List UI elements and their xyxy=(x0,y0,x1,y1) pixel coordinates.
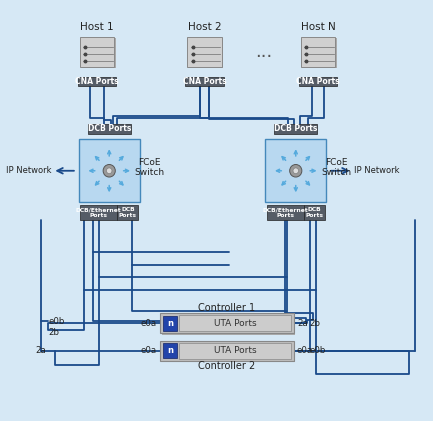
FancyBboxPatch shape xyxy=(265,139,326,202)
Text: n: n xyxy=(167,319,173,328)
Text: n: n xyxy=(167,346,173,355)
Text: DCB Ports: DCB Ports xyxy=(87,125,131,133)
FancyBboxPatch shape xyxy=(299,77,337,86)
Text: e0a: e0a xyxy=(141,319,157,328)
Circle shape xyxy=(107,168,112,173)
FancyBboxPatch shape xyxy=(304,205,325,220)
Circle shape xyxy=(293,168,298,173)
FancyBboxPatch shape xyxy=(301,37,335,67)
FancyBboxPatch shape xyxy=(163,316,177,330)
Text: e0a: e0a xyxy=(297,346,313,355)
Text: 2a: 2a xyxy=(297,319,308,328)
Text: 2b: 2b xyxy=(309,319,320,328)
FancyBboxPatch shape xyxy=(160,341,294,361)
FancyBboxPatch shape xyxy=(179,315,291,331)
Text: Host 1: Host 1 xyxy=(80,22,114,32)
FancyBboxPatch shape xyxy=(79,139,139,202)
Text: CNA Ports: CNA Ports xyxy=(75,77,119,86)
Text: Controller 1: Controller 1 xyxy=(198,303,255,313)
Text: CNA Ports: CNA Ports xyxy=(183,77,226,86)
Circle shape xyxy=(103,165,115,177)
FancyBboxPatch shape xyxy=(80,205,117,220)
Text: IP Network: IP Network xyxy=(354,166,399,175)
Text: 2a: 2a xyxy=(35,346,46,355)
Text: FCoE
Switch: FCoE Switch xyxy=(321,158,351,177)
FancyBboxPatch shape xyxy=(267,205,304,220)
Text: e0b: e0b xyxy=(48,317,65,326)
Text: e0b: e0b xyxy=(309,346,326,355)
FancyBboxPatch shape xyxy=(81,38,116,68)
Text: FCoE
Switch: FCoE Switch xyxy=(135,158,165,177)
Text: ...: ... xyxy=(255,43,272,61)
Text: DCB/Ethernet
Ports: DCB/Ethernet Ports xyxy=(76,207,122,218)
FancyBboxPatch shape xyxy=(189,38,223,68)
Text: DCB
Ports: DCB Ports xyxy=(305,207,323,218)
Text: Controller 2: Controller 2 xyxy=(198,362,255,371)
FancyBboxPatch shape xyxy=(302,38,337,68)
Text: DCB/Ethernet
Ports: DCB/Ethernet Ports xyxy=(262,207,308,218)
Text: IP Network: IP Network xyxy=(6,166,51,175)
Circle shape xyxy=(290,165,302,177)
FancyBboxPatch shape xyxy=(88,124,130,133)
Text: Host N: Host N xyxy=(301,22,336,32)
Text: UTA Ports: UTA Ports xyxy=(214,346,256,355)
Text: Host 2: Host 2 xyxy=(187,22,221,32)
FancyBboxPatch shape xyxy=(162,315,295,335)
FancyBboxPatch shape xyxy=(162,342,295,362)
FancyBboxPatch shape xyxy=(163,344,177,358)
FancyBboxPatch shape xyxy=(160,313,294,333)
FancyBboxPatch shape xyxy=(78,77,116,86)
FancyBboxPatch shape xyxy=(187,37,222,67)
Text: 2b: 2b xyxy=(48,328,59,337)
Text: DCB
Ports: DCB Ports xyxy=(119,207,137,218)
Text: UTA Ports: UTA Ports xyxy=(214,319,256,328)
FancyBboxPatch shape xyxy=(117,205,139,220)
Text: DCB Ports: DCB Ports xyxy=(274,125,317,133)
Text: e0a: e0a xyxy=(141,346,157,355)
Text: CNA Ports: CNA Ports xyxy=(296,77,340,86)
FancyBboxPatch shape xyxy=(185,77,223,86)
FancyBboxPatch shape xyxy=(80,37,114,67)
FancyBboxPatch shape xyxy=(179,343,291,359)
FancyBboxPatch shape xyxy=(275,124,317,133)
